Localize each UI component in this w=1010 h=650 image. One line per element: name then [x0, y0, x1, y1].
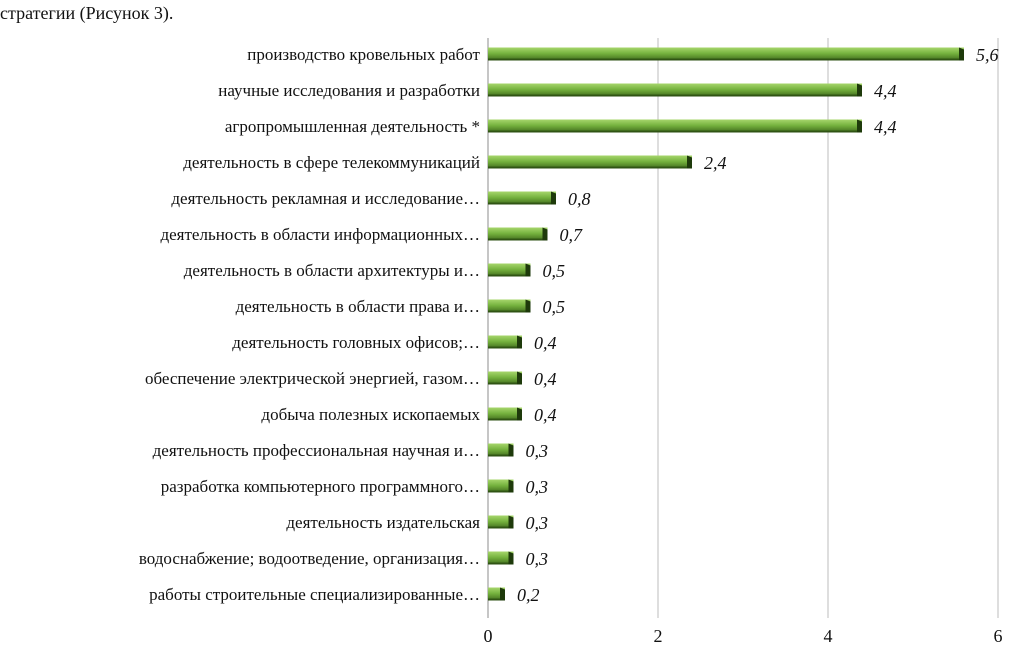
bar — [488, 227, 548, 241]
bar-end-cap — [857, 83, 862, 97]
category-label: водоснабжение; водоотведение, организаци… — [139, 549, 480, 568]
bar-end-cap — [508, 551, 514, 565]
value-label: 0,2 — [517, 585, 540, 605]
bar-shadow — [488, 598, 505, 601]
bar-end-cap — [517, 407, 522, 421]
bar-shadow — [488, 382, 522, 385]
bar — [488, 443, 514, 457]
category-label: деятельность в области права и… — [236, 297, 480, 316]
value-label: 0,3 — [526, 477, 549, 497]
x-tick-label: 2 — [654, 626, 663, 646]
bar-end-cap — [508, 479, 514, 493]
value-label: 0,5 — [543, 297, 566, 317]
value-label: 0,3 — [526, 441, 549, 461]
category-label: деятельность издательская — [286, 513, 480, 532]
intro-text: стратегии (Рисунок 3). — [0, 3, 174, 23]
x-tick-label: 6 — [994, 626, 1003, 646]
bar — [488, 191, 556, 205]
bar — [488, 551, 514, 565]
bar-shadow — [488, 274, 531, 277]
labels-layer: 0 2 4 6 производство кровельных работ 5,6 науч… — [139, 45, 1003, 646]
bar-end-cap — [525, 299, 531, 313]
bar — [488, 371, 522, 385]
bar — [488, 263, 531, 277]
bar — [488, 479, 514, 493]
category-label: обеспечение электрической энергией, газо… — [145, 369, 480, 388]
bar-shadow — [488, 418, 522, 421]
bar-shadow — [488, 94, 862, 97]
bar-shadow — [488, 454, 514, 457]
bar — [488, 119, 862, 133]
category-label: деятельность в сфере телекоммуникаций — [183, 153, 480, 172]
bar-end-cap — [508, 515, 514, 529]
bar-shadow — [488, 526, 514, 529]
bar — [488, 83, 862, 97]
x-tick-label: 0 — [484, 626, 493, 646]
category-label: деятельность в области информационных… — [160, 225, 480, 244]
x-tick-label: 4 — [824, 626, 833, 646]
category-label: агропромышленная деятельность * — [225, 117, 480, 136]
value-label: 2,4 — [704, 153, 727, 173]
category-label: деятельность головных офисов;… — [232, 333, 480, 352]
bar-shadow — [488, 238, 548, 241]
bar-shadow — [488, 166, 692, 169]
bar-shadow — [488, 58, 964, 61]
value-label: 0,4 — [534, 369, 557, 389]
bar — [488, 515, 514, 529]
bar-end-cap — [542, 227, 548, 241]
bars-layer — [488, 47, 964, 601]
bar-end-cap — [687, 155, 692, 169]
value-label: 4,4 — [874, 81, 897, 101]
bar-end-cap — [525, 263, 531, 277]
category-label: разработка компьютерного программного… — [161, 477, 480, 496]
bar-end-cap — [500, 587, 505, 601]
category-label: деятельность рекламная и исследование… — [171, 189, 480, 208]
bar-shadow — [488, 490, 514, 493]
bar-shadow — [488, 310, 531, 313]
value-label: 0,3 — [526, 549, 549, 569]
value-label: 0,4 — [534, 405, 557, 425]
bar-end-cap — [517, 335, 522, 349]
category-label: деятельность в области архитектуры и… — [184, 261, 480, 280]
bar — [488, 335, 522, 349]
bar — [488, 155, 692, 169]
value-label: 4,4 — [874, 117, 897, 137]
category-label: добыча полезных ископаемых — [261, 405, 480, 424]
bar-end-cap — [508, 443, 514, 457]
value-label: 0,3 — [526, 513, 549, 533]
bar-shadow — [488, 562, 514, 565]
value-label: 5,6 — [976, 45, 999, 65]
value-label: 0,5 — [543, 261, 566, 281]
value-label: 0,4 — [534, 333, 557, 353]
bar-end-cap — [551, 191, 556, 205]
category-label: работы строительные специализированные… — [149, 585, 480, 604]
bar-shadow — [488, 202, 556, 205]
bar — [488, 47, 964, 61]
value-label: 0,7 — [560, 225, 584, 245]
value-label: 0,8 — [568, 189, 591, 209]
bar-end-cap — [959, 47, 964, 61]
bar-end-cap — [517, 371, 522, 385]
category-label: производство кровельных работ — [247, 45, 480, 64]
bar-shadow — [488, 346, 522, 349]
bar-end-cap — [857, 119, 862, 133]
category-label: научные исследования и разработки — [218, 81, 480, 100]
bar-shadow — [488, 130, 862, 133]
bar — [488, 299, 531, 313]
bar — [488, 407, 522, 421]
category-label: деятельность профессиональная научная и… — [153, 441, 480, 460]
